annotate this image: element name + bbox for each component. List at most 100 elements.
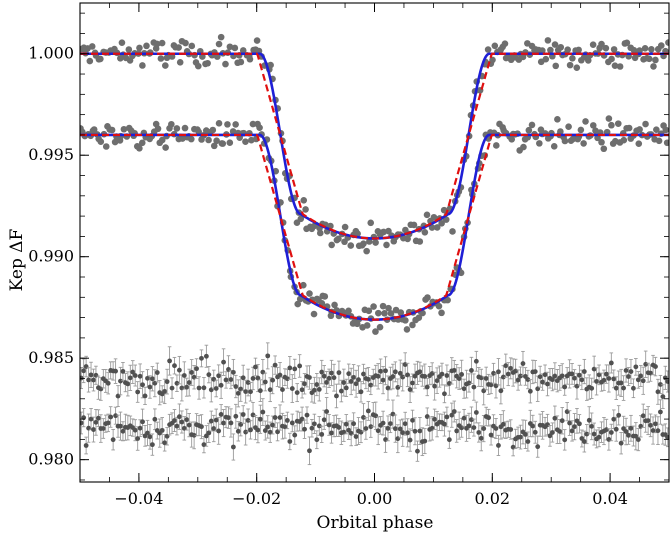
data-point: [641, 45, 649, 52]
residual-point: [272, 415, 278, 420]
data-point: [168, 120, 175, 128]
data-point: [154, 125, 162, 133]
data-point: [547, 46, 554, 54]
residual-point: [280, 387, 285, 392]
residual-point: [196, 385, 202, 391]
data-point: [354, 230, 361, 237]
data-point: [310, 310, 318, 318]
residual-point: [388, 421, 393, 426]
residual-point: [577, 421, 582, 427]
residual-point: [257, 416, 263, 422]
residual-point: [316, 423, 322, 429]
residual-point: [137, 425, 143, 431]
residual-point: [491, 370, 496, 376]
residual-point: [469, 368, 474, 373]
residual-point: [245, 417, 251, 423]
residual-point: [626, 432, 631, 438]
data-point: [415, 314, 423, 321]
data-point: [635, 140, 643, 147]
residual-point: [400, 374, 406, 380]
data-point: [616, 63, 624, 70]
residual-point: [81, 368, 87, 374]
residual-point: [307, 375, 312, 380]
data-point: [491, 42, 499, 50]
residual-point: [422, 438, 428, 444]
residual-point: [250, 412, 256, 418]
data-point: [376, 323, 384, 331]
residual-point: [351, 374, 357, 380]
data-point: [210, 142, 218, 150]
residual-point: [363, 426, 369, 431]
data-point: [173, 125, 181, 132]
residual-point: [584, 431, 590, 437]
residual-point: [80, 375, 84, 381]
residual-point: [265, 424, 271, 430]
residual-point: [147, 384, 153, 390]
residual-point: [260, 369, 266, 375]
residual-point: [572, 424, 577, 430]
residual-point: [218, 412, 224, 417]
data-point: [642, 120, 649, 128]
data-point: [102, 143, 110, 150]
residual-point: [550, 430, 555, 435]
residual-point: [446, 437, 452, 443]
data-point: [589, 122, 597, 129]
residual-point: [336, 370, 342, 376]
residual-point: [113, 413, 118, 419]
data-point: [347, 242, 355, 249]
residual-point: [110, 437, 116, 443]
residual-point: [424, 384, 430, 390]
residual-point: [176, 367, 182, 373]
residual-point: [638, 423, 644, 429]
data-point: [226, 139, 234, 147]
residual-point: [466, 423, 472, 429]
model-curve-red: [80, 52, 669, 240]
data-point: [449, 228, 456, 235]
data-point: [625, 124, 633, 132]
residual-point: [93, 372, 99, 378]
residual-point: [655, 389, 661, 395]
residual-point: [461, 386, 467, 392]
data-point: [636, 47, 643, 54]
residual-point: [392, 426, 398, 432]
residual-point: [608, 360, 614, 366]
residual-point: [329, 430, 334, 436]
data-point: [205, 136, 212, 144]
data-point: [217, 33, 225, 41]
residual-point: [545, 381, 550, 387]
x-axis-label: Orbital phase: [317, 513, 434, 533]
residual-point: [184, 384, 190, 390]
data-point: [158, 136, 166, 144]
residual-point: [665, 434, 669, 440]
residual-point: [292, 432, 298, 438]
data-point: [438, 309, 445, 317]
residual-point: [257, 388, 263, 394]
residual-point: [169, 385, 175, 391]
residual-point: [392, 369, 398, 375]
residual-point: [611, 416, 617, 422]
data-point: [90, 126, 98, 133]
residual-point: [643, 361, 649, 367]
residual-point: [216, 428, 222, 434]
model-curve-red: [80, 133, 669, 321]
residual-point: [442, 421, 447, 427]
residual-point: [248, 427, 253, 433]
residual-point: [83, 443, 89, 448]
data-point: [153, 40, 161, 48]
residual-point: [272, 362, 278, 368]
residual-point: [410, 417, 415, 423]
residual-point: [211, 426, 217, 431]
residual-point: [287, 365, 293, 371]
data-point: [335, 235, 342, 243]
data-point: [188, 42, 196, 50]
data-point: [508, 136, 516, 143]
residual-point: [228, 420, 234, 426]
data-point: [136, 145, 143, 152]
residual-point: [174, 423, 180, 429]
data-point: [363, 322, 371, 329]
residual-point: [341, 380, 347, 385]
residual-point: [238, 422, 244, 427]
residual-point: [537, 374, 543, 380]
plot-area: [80, 33, 669, 466]
data-point: [360, 240, 367, 247]
